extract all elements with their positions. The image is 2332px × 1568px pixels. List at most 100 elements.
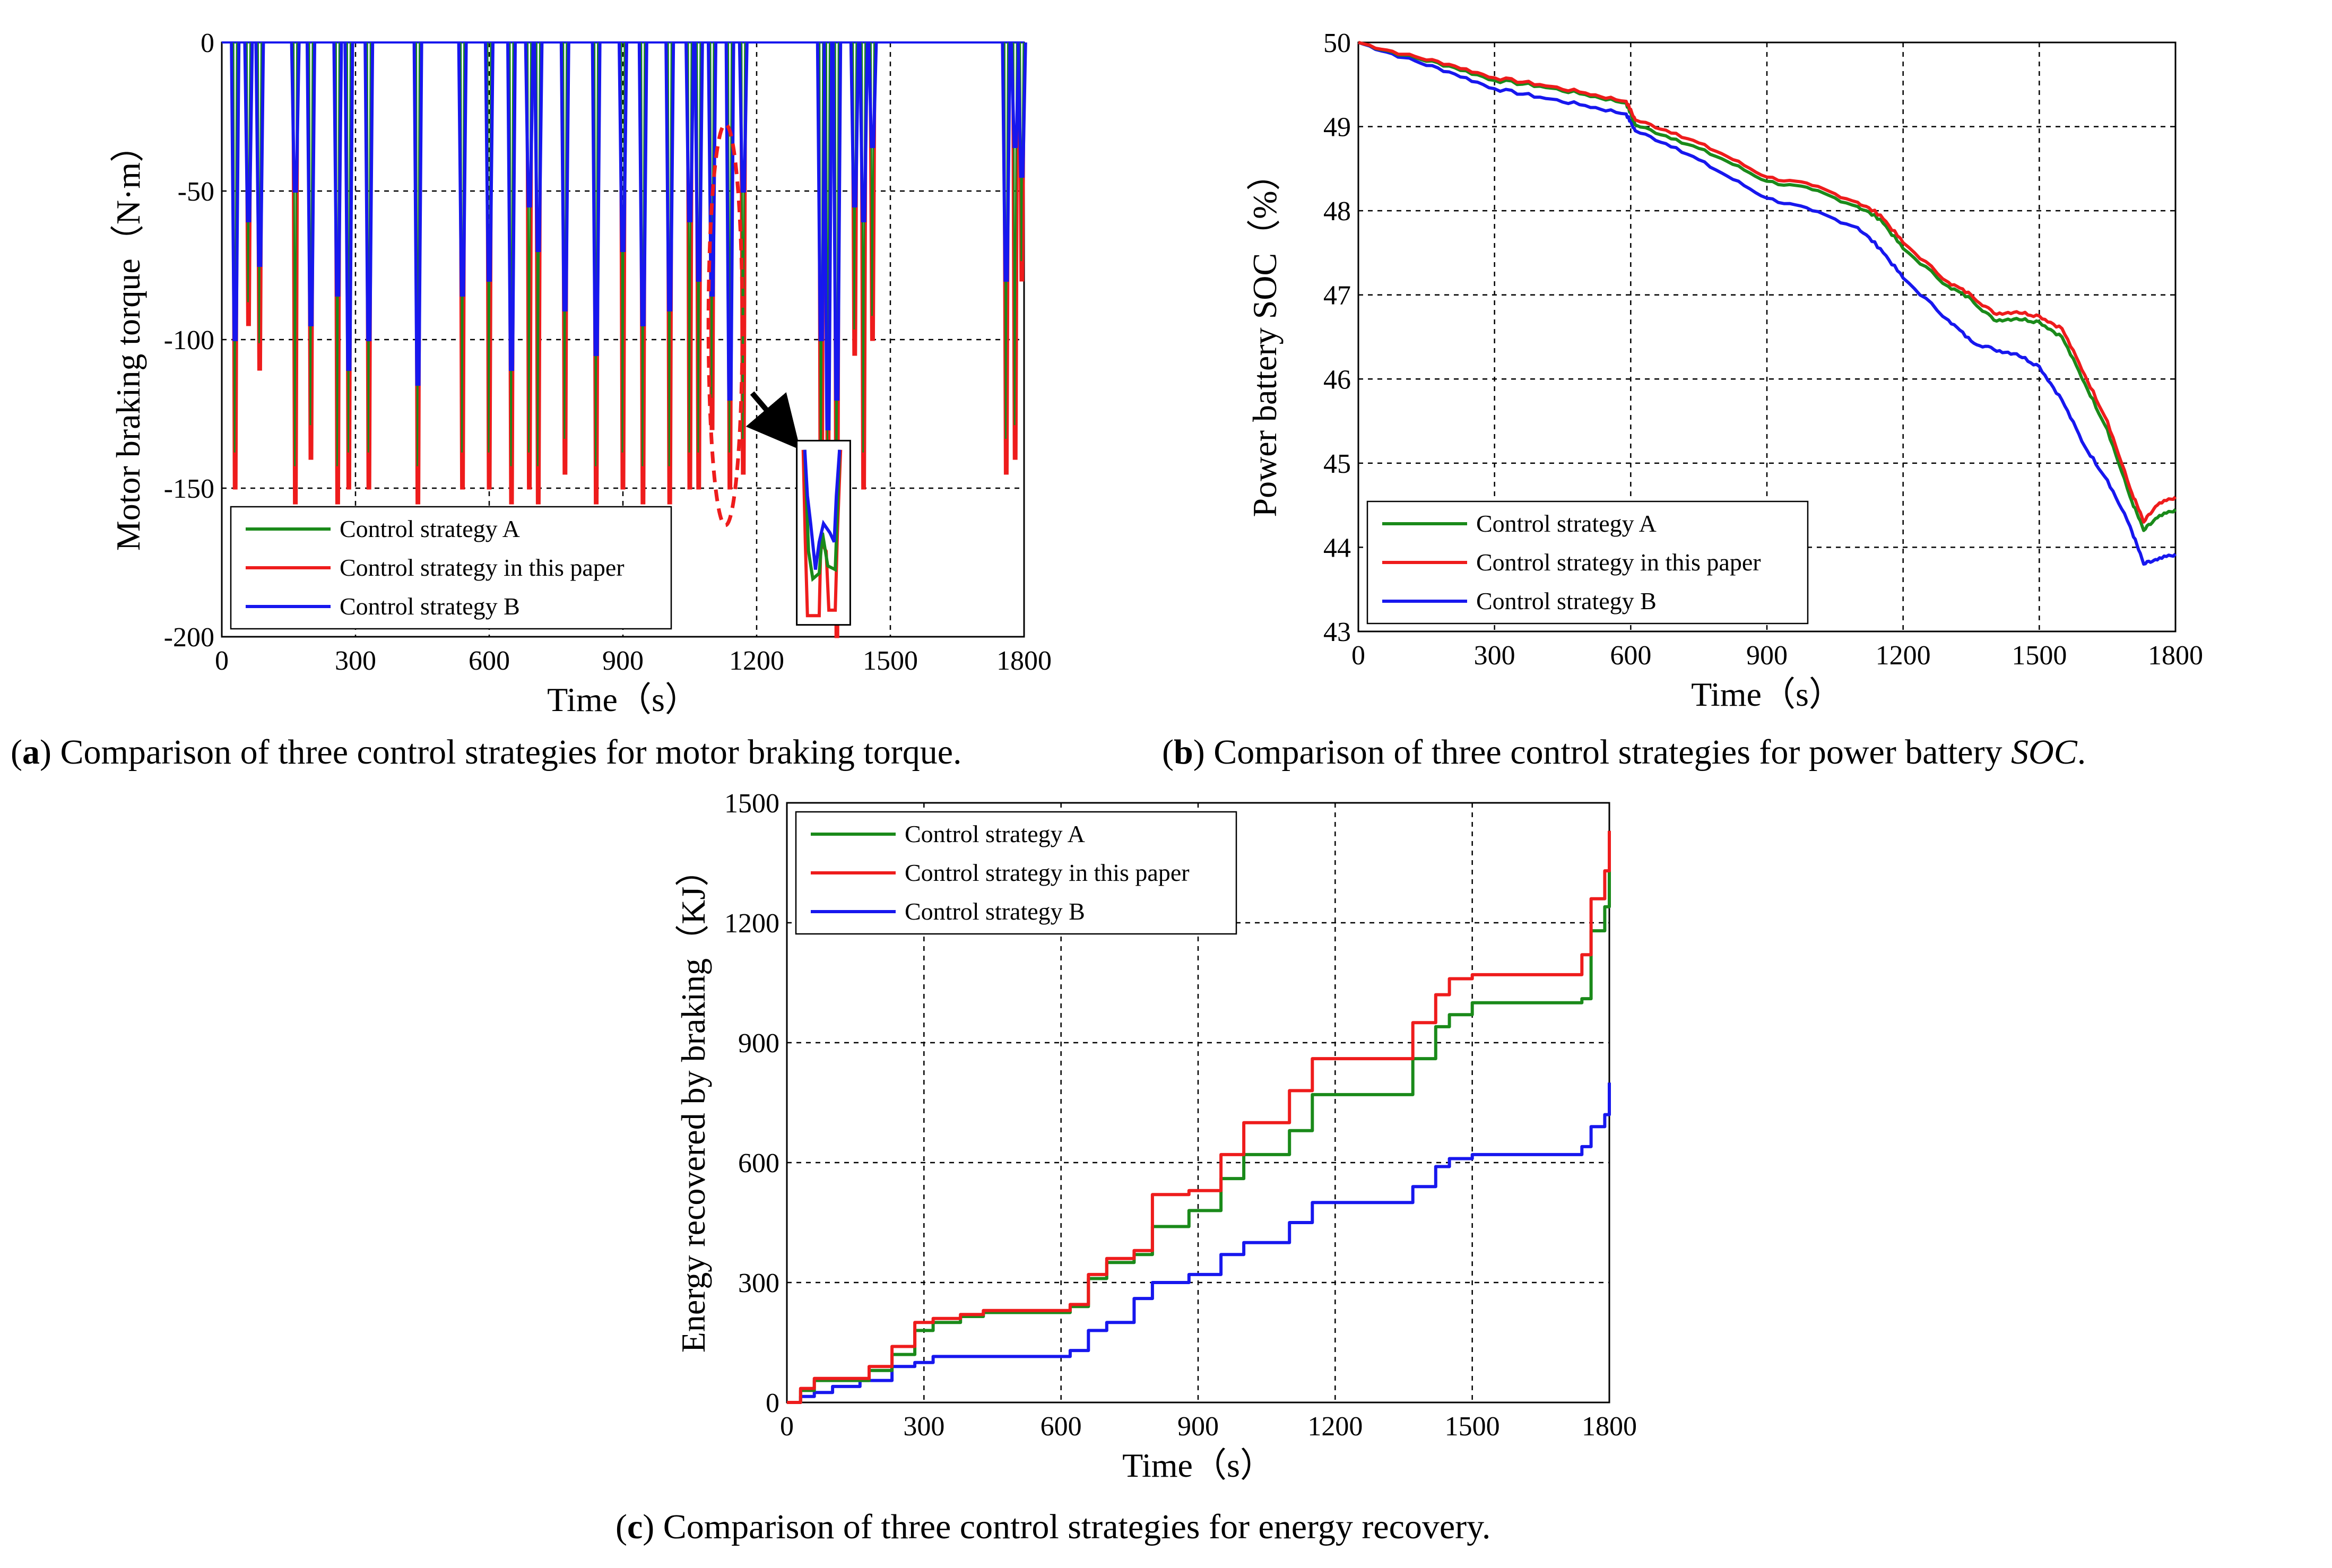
legend-label-paper: Control strategy in this paper xyxy=(340,554,625,581)
x-tick-label: 1800 xyxy=(2148,640,2203,671)
spike-B xyxy=(343,42,354,371)
spike-paper xyxy=(619,42,627,490)
spike-B xyxy=(1010,42,1021,148)
spike-B xyxy=(306,42,316,326)
x-tick-label: 600 xyxy=(469,646,510,676)
y-tick-label: 50 xyxy=(1323,28,1351,58)
spike-B xyxy=(693,42,704,282)
inset-B xyxy=(803,449,842,570)
spike-B xyxy=(243,42,254,222)
spike-paper xyxy=(686,42,694,490)
y-tick-label: 48 xyxy=(1323,196,1351,227)
spike-B xyxy=(290,42,301,193)
y-tick-label: -150 xyxy=(164,474,214,504)
spike-B xyxy=(254,42,265,267)
spike-B xyxy=(559,42,570,311)
highlight-ellipse xyxy=(706,122,744,527)
y-tick-label: 44 xyxy=(1323,533,1351,563)
spike-B xyxy=(230,42,241,341)
spike-B xyxy=(1001,42,1012,282)
x-tick-label: 1800 xyxy=(1582,1411,1637,1442)
spike-B xyxy=(506,42,517,371)
x-tick-label: 600 xyxy=(1041,1411,1082,1442)
x-tick-label: 300 xyxy=(335,646,376,676)
series-line-B xyxy=(1358,41,2177,566)
legend-label-B: Control strategy B xyxy=(905,898,1085,925)
x-tick-label: 1500 xyxy=(2012,640,2067,671)
chart-motor-braking-torque: 0 300 600 900 1200 1500 1800 0 -50 -100 -150 -200 Ti… xyxy=(109,28,1052,718)
spike-paper xyxy=(739,42,748,475)
spike-B xyxy=(1016,42,1027,178)
zoom-arrow xyxy=(745,391,801,450)
spike-B xyxy=(412,42,423,386)
caption-a-letter: a xyxy=(22,733,40,772)
y-tick-label: 47 xyxy=(1323,281,1351,311)
y-tick-label: 45 xyxy=(1323,449,1351,479)
y-tick-label: -50 xyxy=(178,177,214,207)
legend-label-A: Control strategy A xyxy=(1476,510,1657,537)
x-tick-label: 1800 xyxy=(996,646,1052,676)
x-tick-label: 1200 xyxy=(1307,1411,1363,1442)
x-tick-label: 1500 xyxy=(1445,1411,1500,1442)
x-tick-label: 1200 xyxy=(1876,640,1931,671)
series-line-paper xyxy=(1358,41,2177,524)
y-tick-label: 0 xyxy=(766,1388,779,1418)
spike-paper xyxy=(1011,42,1019,460)
spike-B xyxy=(822,42,834,430)
caption-c-text: Comparison of three control strategies f… xyxy=(654,1508,1491,1546)
x-tick-label: 0 xyxy=(215,646,229,676)
y-axis-label: Energy recovered by braking（KJ） xyxy=(674,853,712,1353)
caption-b-italic: SOC xyxy=(2011,733,2077,772)
series-line-B xyxy=(787,1082,1611,1404)
caption-c: (c) Comparison of three control strategi… xyxy=(615,1508,1491,1546)
x-tick-label: 900 xyxy=(1177,1411,1219,1442)
x-tick-label: 1500 xyxy=(863,646,918,676)
legend-label-A: Control strategy A xyxy=(340,515,520,542)
y-tick-label: 1200 xyxy=(724,908,779,939)
spike-B xyxy=(363,42,375,341)
y-tick-label: 600 xyxy=(738,1148,779,1179)
chart-energy-recovered: 0 300 600 900 1200 1500 1800 1500 1200 900 600 300 0… xyxy=(674,789,1637,1484)
x-axis-label: Time（s） xyxy=(1122,1446,1274,1484)
y-tick-label: 49 xyxy=(1323,112,1351,143)
spike-B xyxy=(618,42,628,252)
x-tick-label: 1200 xyxy=(729,646,784,676)
spike-A xyxy=(1012,42,1018,426)
y-tick-label: 900 xyxy=(738,1028,779,1059)
spike-B xyxy=(332,42,343,297)
spike-B xyxy=(849,42,860,207)
caption-a-text: Comparison of three control strategies f… xyxy=(51,733,962,772)
legend-label-B: Control strategy B xyxy=(340,593,520,620)
x-tick-label: 300 xyxy=(903,1411,944,1442)
series-line-paper xyxy=(787,830,1611,1404)
y-tick-label: 1500 xyxy=(724,789,779,819)
y-axis-label: Power battery SOC（%） xyxy=(1246,157,1284,517)
x-axis-label: Time（s） xyxy=(1691,675,1843,713)
spike-B xyxy=(524,42,535,207)
x-tick-label: 300 xyxy=(1474,640,1515,671)
caption-b-tail: . xyxy=(2077,733,2086,772)
spike-B xyxy=(591,42,602,356)
caption-b-letter: b xyxy=(1173,733,1193,772)
spike-paper xyxy=(868,42,877,341)
spike-B xyxy=(816,42,827,341)
spike-B xyxy=(738,42,749,193)
legend-label-A: Control strategy A xyxy=(905,820,1085,847)
y-tick-label: 43 xyxy=(1323,617,1351,647)
spike-B xyxy=(831,42,843,401)
spike-B xyxy=(858,42,869,222)
spike-B xyxy=(637,42,648,326)
spike-paper xyxy=(291,42,300,505)
chart-battery-soc: 0 300 600 900 1200 1500 1800 50 49 48 47 46 45 44 43 Ti… xyxy=(1246,28,2203,713)
caption-a: (a) Comparison of three control strategi… xyxy=(11,733,962,772)
legend-label-paper: Control strategy in this paper xyxy=(1476,549,1761,576)
spike-paper xyxy=(525,42,534,490)
series-line-A xyxy=(1358,41,2177,532)
x-tick-label: 0 xyxy=(780,1411,794,1442)
spike-B xyxy=(457,42,468,297)
y-tick-label: 0 xyxy=(201,28,214,58)
inset-A xyxy=(803,449,842,582)
x-axis-label: Time（s） xyxy=(547,681,699,718)
x-tick-label: 600 xyxy=(1610,640,1651,671)
